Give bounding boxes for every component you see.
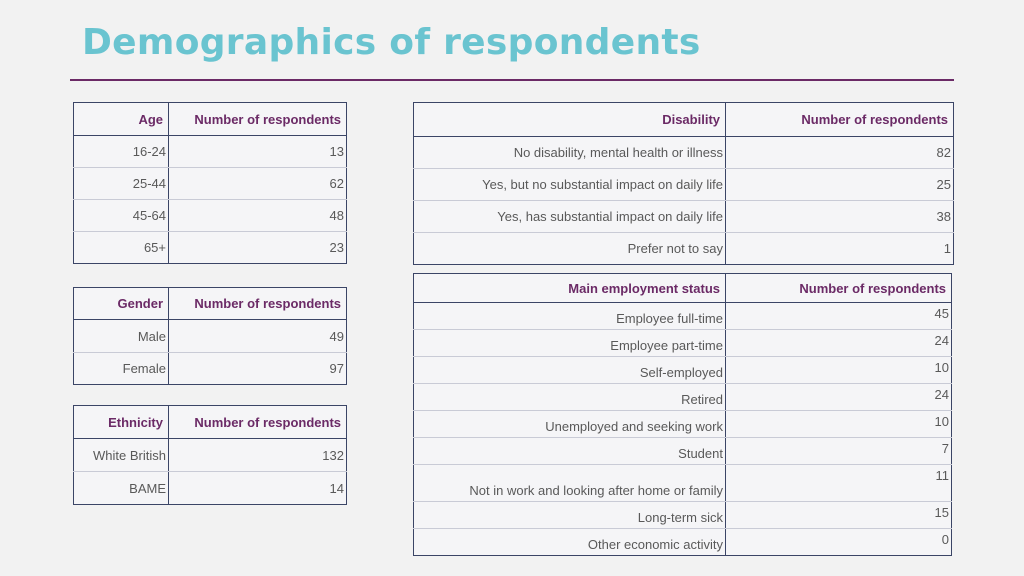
table-row: 45-64 48 <box>73 199 347 232</box>
column-header: Number of respondents <box>168 102 347 136</box>
table-cell: Male <box>73 319 169 353</box>
table-cell: Prefer not to say <box>413 232 726 265</box>
table-cell: Self-employed <box>413 356 726 384</box>
table-cell: 0 <box>725 528 952 556</box>
table-cell: White British <box>73 438 169 472</box>
gender-table: Gender Number of respondents Male 49 Fem… <box>73 287 347 385</box>
disability-table: Disability Number of respondents No disa… <box>413 102 954 265</box>
column-header: Age <box>73 102 169 136</box>
column-header: Gender <box>73 287 169 320</box>
table-cell: Employee full-time <box>413 302 726 330</box>
table-cell: 24 <box>725 329 952 357</box>
page-title: Demographics of respondents <box>82 22 701 63</box>
title-divider <box>70 79 954 81</box>
table-cell: 7 <box>725 437 952 465</box>
table-cell: 38 <box>725 200 954 233</box>
table-cell: No disability, mental health or illness <box>413 136 726 169</box>
table-cell: Yes, but no substantial impact on daily … <box>413 168 726 201</box>
column-header: Disability <box>413 102 726 137</box>
table-header-row: Ethnicity Number of respondents <box>73 405 347 439</box>
table-row: 16-24 13 <box>73 135 347 168</box>
table-row: Yes, has substantial impact on daily lif… <box>413 200 954 233</box>
table-cell: 23 <box>168 231 347 264</box>
column-header: Number of respondents <box>168 287 347 320</box>
table-row: Self-employed 10 <box>413 356 952 384</box>
table-cell: 25-44 <box>73 167 169 200</box>
table-cell: Student <box>413 437 726 465</box>
table-row: Female 97 <box>73 352 347 385</box>
table-cell: 82 <box>725 136 954 169</box>
table-cell: Employee part-time <box>413 329 726 357</box>
table-cell: 10 <box>725 410 952 438</box>
table-row: Other economic activity 0 <box>413 528 952 556</box>
table-row: No disability, mental health or illness … <box>413 136 954 169</box>
table-cell: 13 <box>168 135 347 168</box>
table-cell: Other economic activity <box>413 528 726 556</box>
table-row: BAME 14 <box>73 471 347 505</box>
table-cell: 45 <box>725 302 952 330</box>
table-row: Unemployed and seeking work 10 <box>413 410 952 438</box>
employment-table: Main employment status Number of respond… <box>413 273 952 556</box>
table-row: Long-term sick 15 <box>413 501 952 529</box>
table-cell: 65+ <box>73 231 169 264</box>
table-row: 65+ 23 <box>73 231 347 264</box>
table-header-row: Main employment status Number of respond… <box>413 273 952 303</box>
table-cell: Female <box>73 352 169 385</box>
column-header: Number of respondents <box>725 102 954 137</box>
table-header-row: Disability Number of respondents <box>413 102 954 137</box>
table-cell: 15 <box>725 501 952 529</box>
table-row: Male 49 <box>73 319 347 353</box>
table-cell: 48 <box>168 199 347 232</box>
column-header: Ethnicity <box>73 405 169 439</box>
table-cell: 11 <box>725 464 952 502</box>
table-row: Retired 24 <box>413 383 952 411</box>
column-header: Number of respondents <box>168 405 347 439</box>
table-cell: Not in work and looking after home or fa… <box>413 464 726 502</box>
table-cell: Long-term sick <box>413 501 726 529</box>
table-cell: 24 <box>725 383 952 411</box>
table-cell: Retired <box>413 383 726 411</box>
table-cell: Unemployed and seeking work <box>413 410 726 438</box>
table-cell: 62 <box>168 167 347 200</box>
column-header: Number of respondents <box>725 273 952 303</box>
table-row: Yes, but no substantial impact on daily … <box>413 168 954 201</box>
table-row: Not in work and looking after home or fa… <box>413 464 952 502</box>
table-cell: 25 <box>725 168 954 201</box>
table-header-row: Gender Number of respondents <box>73 287 347 320</box>
column-header: Main employment status <box>413 273 726 303</box>
table-row: Employee full-time 45 <box>413 302 952 330</box>
table-cell: 14 <box>168 471 347 505</box>
table-cell: 132 <box>168 438 347 472</box>
ethnicity-table: Ethnicity Number of respondents White Br… <box>73 405 347 505</box>
age-table: Age Number of respondents 16-24 13 25-44… <box>73 102 347 264</box>
table-cell: 45-64 <box>73 199 169 232</box>
table-cell: 49 <box>168 319 347 353</box>
table-row: Student 7 <box>413 437 952 465</box>
table-cell: 10 <box>725 356 952 384</box>
table-cell: 16-24 <box>73 135 169 168</box>
table-row: Employee part-time 24 <box>413 329 952 357</box>
table-cell: 1 <box>725 232 954 265</box>
table-row: 25-44 62 <box>73 167 347 200</box>
table-cell: 97 <box>168 352 347 385</box>
table-row: Prefer not to say 1 <box>413 232 954 265</box>
table-header-row: Age Number of respondents <box>73 102 347 136</box>
table-row: White British 132 <box>73 438 347 472</box>
table-cell: BAME <box>73 471 169 505</box>
table-cell: Yes, has substantial impact on daily lif… <box>413 200 726 233</box>
